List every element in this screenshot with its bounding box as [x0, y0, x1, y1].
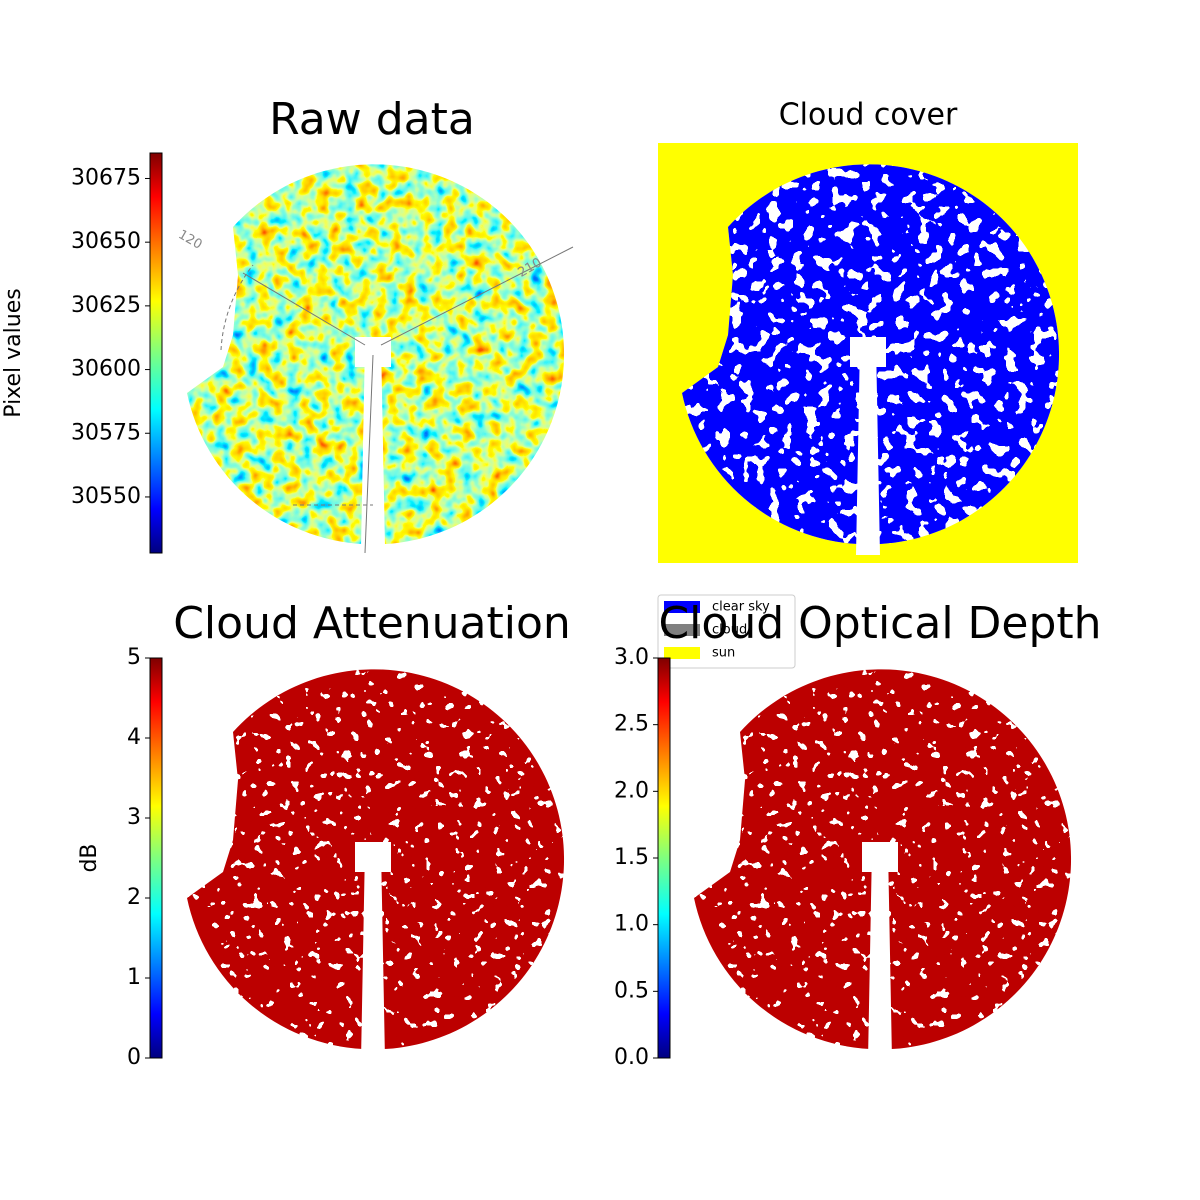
colorbar-label: dB [77, 843, 102, 872]
colorbar-tick-label: 5 [127, 645, 141, 670]
colorbar-tick-label: 0 [127, 1045, 141, 1070]
colorbar-tick-label: 2.0 [614, 778, 649, 803]
colorbar-tick-label: 1.0 [614, 912, 649, 937]
colorbar-tick-label: 1 [127, 965, 141, 990]
legend-swatch [664, 624, 700, 636]
colorbar-tick-label: 30675 [71, 165, 141, 190]
colorbar-tick-label: 1.5 [614, 845, 649, 870]
panel-title: Cloud Attenuation [173, 598, 571, 649]
colorbar-tick-label: 30600 [71, 357, 141, 382]
colorbar [149, 657, 163, 1059]
panel-title: Cloud Optical Depth [658, 598, 1101, 649]
colorbar-tick-label: 0.0 [614, 1045, 649, 1070]
panel-title: Raw data [269, 94, 475, 145]
legend-label: cloud [712, 623, 747, 638]
attenuation-image [187, 669, 565, 1060]
colorbar [149, 152, 163, 554]
colorbar-tick-label: 4 [127, 725, 141, 750]
colorbar-tick-label: 3 [127, 805, 141, 830]
raw-image [187, 164, 574, 554]
colorbar-tick-label: 30575 [71, 420, 141, 445]
colorbar [657, 657, 671, 1059]
colorbar-tick-label: 30625 [71, 293, 141, 318]
polar-label: 120 [175, 227, 204, 252]
cloud-cover-image [682, 164, 1060, 555]
legend-label: clear sky [712, 600, 770, 615]
colorbar-tick-label: 0.5 [614, 978, 649, 1003]
colorbar-tick-label: 30650 [71, 229, 141, 254]
legend-label: sun [712, 646, 735, 661]
colorbar-tick-label: 30550 [71, 484, 141, 509]
colorbar-label: Pixel values [1, 288, 26, 417]
colorbar-tick-label: 2 [127, 885, 141, 910]
panel-title: Cloud cover [779, 98, 958, 133]
colorbar-tick-label: 2.5 [614, 712, 649, 737]
optical-depth-image [694, 669, 1072, 1060]
colorbar-tick-label: 3.0 [614, 645, 649, 670]
legend-swatch [664, 601, 700, 613]
legend-swatch [664, 647, 700, 659]
